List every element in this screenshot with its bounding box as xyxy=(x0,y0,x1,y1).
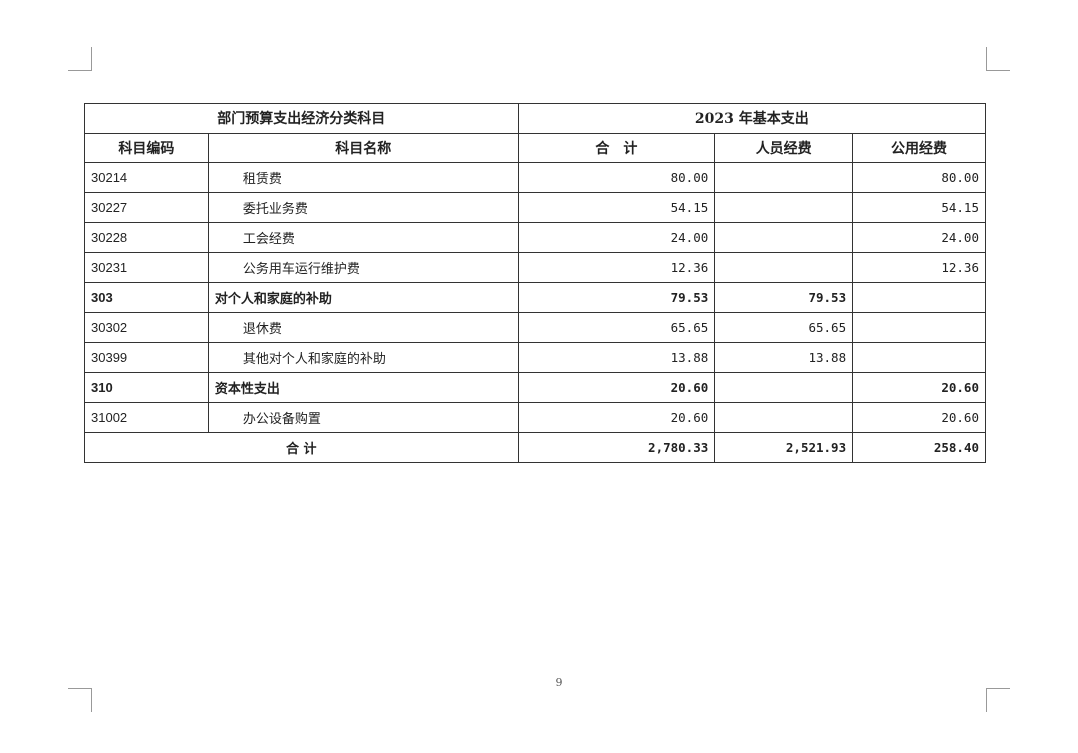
table-row: 30214 租赁费 80.00 80.00 xyxy=(84,162,986,193)
cell-personnel: 65.65 xyxy=(714,312,854,343)
col-personnel: 人员经费 xyxy=(714,132,854,163)
cell-code: 310 xyxy=(84,372,209,403)
cell-total: 20.60 xyxy=(517,372,716,403)
table-row: 303 对个人和家庭的补助 79.53 79.53 xyxy=(84,282,986,313)
total-personnel: 2,521.93 xyxy=(714,432,854,463)
page-number: 9 xyxy=(555,676,563,689)
cell-total: 13.88 xyxy=(517,342,716,373)
crop-mark-bottom-right xyxy=(986,688,1010,712)
col-public: 公用经费 xyxy=(852,132,986,163)
cell-name: 委托业务费 xyxy=(207,192,519,223)
header-row-2: 科目编码 科目名称 合 计 人员经费 公用经费 xyxy=(84,132,986,163)
cell-personnel xyxy=(714,372,854,403)
cell-personnel xyxy=(714,192,854,223)
cell-code: 30227 xyxy=(84,192,209,223)
cell-personnel xyxy=(714,402,854,433)
cell-public: 20.60 xyxy=(852,402,986,433)
cell-public xyxy=(852,342,986,373)
col-code: 科目编码 xyxy=(84,132,209,163)
crop-mark-top-right xyxy=(986,47,1010,71)
table-row: 31002 办公设备购置 20.60 20.60 xyxy=(84,402,986,433)
header-classification: 部门预算支出经济分类科目 xyxy=(84,103,519,134)
total-sum: 2,780.33 xyxy=(517,432,716,463)
col-total: 合 计 xyxy=(517,132,716,163)
cell-total: 20.60 xyxy=(517,402,716,433)
cell-name: 工会经费 xyxy=(207,222,519,253)
cell-code: 30214 xyxy=(84,162,209,193)
total-label: 合 计 xyxy=(84,432,519,463)
cell-personnel: 13.88 xyxy=(714,342,854,373)
header-basic-expenditure: 2023 年基本支出 xyxy=(517,103,987,134)
crop-mark-bottom-left xyxy=(68,688,92,712)
cell-total: 79.53 xyxy=(517,282,716,313)
cell-total: 24.00 xyxy=(517,222,716,253)
cell-public: 24.00 xyxy=(852,222,986,253)
table-row: 310 资本性支出 20.60 20.60 xyxy=(84,372,986,403)
cell-name: 其他对个人和家庭的补助 xyxy=(207,342,519,373)
cell-code: 30399 xyxy=(84,342,209,373)
table-row: 30399 其他对个人和家庭的补助 13.88 13.88 xyxy=(84,342,986,373)
cell-name: 对个人和家庭的补助 xyxy=(207,282,519,313)
budget-table: 部门预算支出经济分类科目 2023 年基本支出 科目编码 科目名称 合 计 人员… xyxy=(84,103,987,463)
cell-public xyxy=(852,312,986,343)
cell-public: 20.60 xyxy=(852,372,986,403)
total-row: 合 计 2,780.33 2,521.93 258.40 xyxy=(84,432,986,463)
cell-personnel xyxy=(714,162,854,193)
table-row: 30227 委托业务费 54.15 54.15 xyxy=(84,192,986,223)
cell-personnel xyxy=(714,252,854,283)
cell-code: 303 xyxy=(84,282,209,313)
table-row: 30231 公务用车运行维护费 12.36 12.36 xyxy=(84,252,986,283)
cell-public: 54.15 xyxy=(852,192,986,223)
header-row-1: 部门预算支出经济分类科目 2023 年基本支出 xyxy=(84,103,987,134)
table-row: 30228 工会经费 24.00 24.00 xyxy=(84,222,986,253)
cell-total: 12.36 xyxy=(517,252,716,283)
cell-total: 54.15 xyxy=(517,192,716,223)
col-name: 科目名称 xyxy=(207,132,519,163)
cell-name: 资本性支出 xyxy=(207,372,519,403)
total-public: 258.40 xyxy=(852,432,986,463)
cell-personnel: 79.53 xyxy=(714,282,854,313)
cell-total: 80.00 xyxy=(517,162,716,193)
cell-public: 80.00 xyxy=(852,162,986,193)
cell-public: 12.36 xyxy=(852,252,986,283)
cell-name: 办公设备购置 xyxy=(207,402,519,433)
cell-code: 30228 xyxy=(84,222,209,253)
cell-public xyxy=(852,282,986,313)
cell-code: 30302 xyxy=(84,312,209,343)
cell-name: 公务用车运行维护费 xyxy=(207,252,519,283)
cell-name: 租赁费 xyxy=(207,162,519,193)
table-row: 30302 退休费 65.65 65.65 xyxy=(84,312,986,343)
cell-total: 65.65 xyxy=(517,312,716,343)
cell-name: 退休费 xyxy=(207,312,519,343)
cell-personnel xyxy=(714,222,854,253)
crop-mark-top-left xyxy=(68,47,92,71)
cell-code: 31002 xyxy=(84,402,209,433)
cell-code: 30231 xyxy=(84,252,209,283)
